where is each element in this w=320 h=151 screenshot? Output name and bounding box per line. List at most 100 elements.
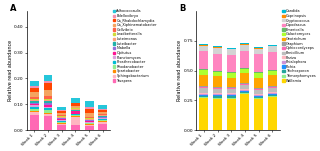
Bar bbox=[98, 117, 107, 118]
Bar bbox=[199, 45, 208, 46]
Bar bbox=[71, 98, 80, 103]
Bar bbox=[241, 89, 249, 90]
Bar bbox=[241, 84, 249, 85]
Bar bbox=[213, 95, 222, 96]
Bar bbox=[85, 107, 93, 109]
Bar bbox=[241, 92, 249, 93]
Bar bbox=[85, 101, 93, 107]
Bar bbox=[241, 94, 249, 130]
Bar bbox=[254, 49, 263, 54]
Bar bbox=[57, 117, 66, 118]
Bar bbox=[199, 70, 208, 75]
Bar bbox=[85, 113, 93, 117]
Bar bbox=[254, 95, 263, 96]
Bar bbox=[199, 46, 208, 51]
Bar bbox=[44, 116, 52, 130]
Bar bbox=[213, 46, 222, 47]
Bar bbox=[85, 117, 93, 118]
Bar bbox=[85, 118, 93, 119]
Bar bbox=[254, 47, 263, 48]
Bar bbox=[85, 119, 93, 120]
Bar bbox=[268, 95, 277, 96]
Bar bbox=[241, 44, 249, 45]
Bar bbox=[268, 97, 277, 130]
Bar bbox=[30, 107, 39, 109]
Bar bbox=[57, 113, 66, 115]
Bar bbox=[98, 105, 107, 109]
Bar bbox=[71, 117, 80, 125]
Bar bbox=[254, 98, 263, 99]
Bar bbox=[199, 87, 208, 88]
Bar bbox=[98, 112, 107, 114]
Bar bbox=[268, 70, 277, 71]
Bar bbox=[241, 68, 249, 69]
Bar bbox=[57, 121, 66, 122]
Bar bbox=[241, 43, 249, 44]
Bar bbox=[254, 90, 263, 94]
Bar bbox=[44, 103, 52, 104]
Bar bbox=[44, 108, 52, 111]
Bar bbox=[30, 103, 39, 104]
Bar bbox=[213, 76, 222, 87]
Bar bbox=[71, 110, 80, 111]
Bar bbox=[241, 91, 249, 92]
Bar bbox=[254, 88, 263, 89]
Bar bbox=[213, 99, 222, 130]
Bar bbox=[199, 88, 208, 93]
Bar bbox=[30, 105, 39, 107]
Bar bbox=[98, 122, 107, 124]
Bar bbox=[98, 118, 107, 119]
Bar bbox=[71, 114, 80, 115]
Bar bbox=[57, 107, 66, 111]
Bar bbox=[268, 47, 277, 52]
Bar bbox=[268, 71, 277, 75]
Bar bbox=[85, 123, 93, 124]
Bar bbox=[71, 103, 80, 106]
Bar bbox=[227, 72, 236, 73]
Bar bbox=[71, 125, 80, 130]
Bar bbox=[30, 99, 39, 100]
Bar bbox=[199, 98, 208, 130]
Y-axis label: Relative read abundance: Relative read abundance bbox=[177, 40, 182, 101]
Bar bbox=[241, 93, 249, 94]
Bar bbox=[30, 97, 39, 99]
Bar bbox=[254, 97, 263, 98]
Bar bbox=[44, 81, 52, 83]
Bar bbox=[199, 94, 208, 95]
Bar bbox=[30, 109, 39, 111]
Bar bbox=[227, 94, 236, 95]
Bar bbox=[44, 114, 52, 116]
Bar bbox=[98, 110, 107, 112]
Bar bbox=[268, 86, 277, 87]
Bar bbox=[241, 69, 249, 73]
Bar bbox=[44, 83, 52, 90]
Bar bbox=[213, 48, 222, 54]
Bar bbox=[213, 72, 222, 76]
Bar bbox=[44, 111, 52, 112]
Bar bbox=[85, 109, 93, 113]
Bar bbox=[98, 114, 107, 115]
Bar bbox=[227, 48, 236, 49]
Bar bbox=[85, 125, 93, 126]
Bar bbox=[57, 119, 66, 120]
Bar bbox=[213, 71, 222, 72]
Bar bbox=[44, 100, 52, 101]
Bar bbox=[199, 75, 208, 86]
Bar bbox=[241, 45, 249, 51]
Bar bbox=[44, 99, 52, 100]
Bar bbox=[227, 96, 236, 98]
Bar bbox=[254, 99, 263, 130]
Bar bbox=[254, 72, 263, 73]
Bar bbox=[85, 126, 93, 130]
Legend: Adhococcaulis, Bdellovibryo, Ca_Rhabdochlamydia, Ca_Xiphinematobacter, Cellvibri: Adhococcaulis, Bdellovibryo, Ca_Rhabdoch… bbox=[113, 9, 157, 83]
Bar bbox=[71, 108, 80, 109]
Bar bbox=[213, 89, 222, 93]
Bar bbox=[213, 98, 222, 99]
Bar bbox=[71, 116, 80, 117]
Bar bbox=[44, 107, 52, 108]
Bar bbox=[57, 123, 66, 124]
Bar bbox=[98, 124, 107, 130]
Bar bbox=[44, 96, 52, 99]
Bar bbox=[30, 112, 39, 115]
Bar bbox=[30, 101, 39, 103]
